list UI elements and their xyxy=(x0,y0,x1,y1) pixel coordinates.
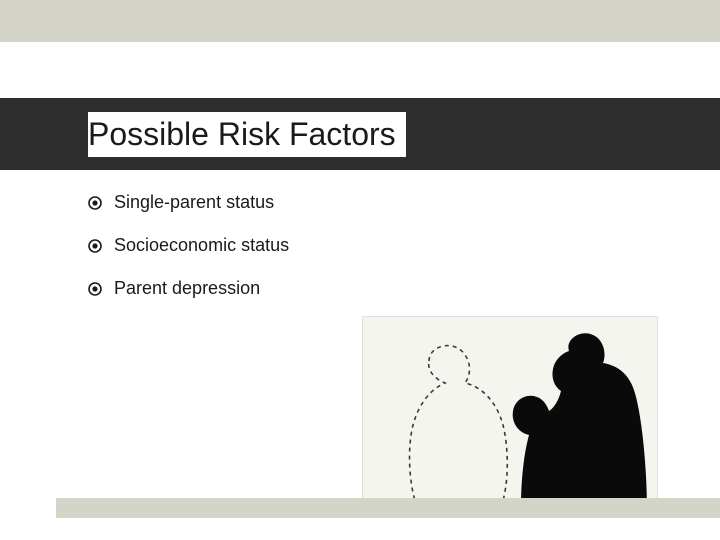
baby-head xyxy=(519,399,547,427)
target-bullet-icon xyxy=(88,196,102,210)
silhouette-svg xyxy=(363,317,659,507)
bullet-item: Single-parent status xyxy=(88,192,289,213)
target-bullet-icon xyxy=(88,239,102,253)
title-bar: Possible Risk Factors xyxy=(0,98,720,170)
slide-title: Possible Risk Factors xyxy=(88,116,396,152)
bottom-accent-bar xyxy=(56,498,720,518)
family-silhouette-image xyxy=(362,316,658,506)
target-bullet-icon xyxy=(88,282,102,296)
bullet-text: Socioeconomic status xyxy=(114,235,289,256)
absent-parent-outline xyxy=(410,346,508,507)
bullet-text: Single-parent status xyxy=(114,192,274,213)
bullet-item: Socioeconomic status xyxy=(88,235,289,256)
bullet-text: Parent depression xyxy=(114,278,260,299)
bullet-item: Parent depression xyxy=(88,278,289,299)
title-text-background: Possible Risk Factors xyxy=(88,112,406,157)
top-accent-bar xyxy=(0,0,720,42)
bullet-list: Single-parent status Socioeconomic statu… xyxy=(88,192,289,321)
